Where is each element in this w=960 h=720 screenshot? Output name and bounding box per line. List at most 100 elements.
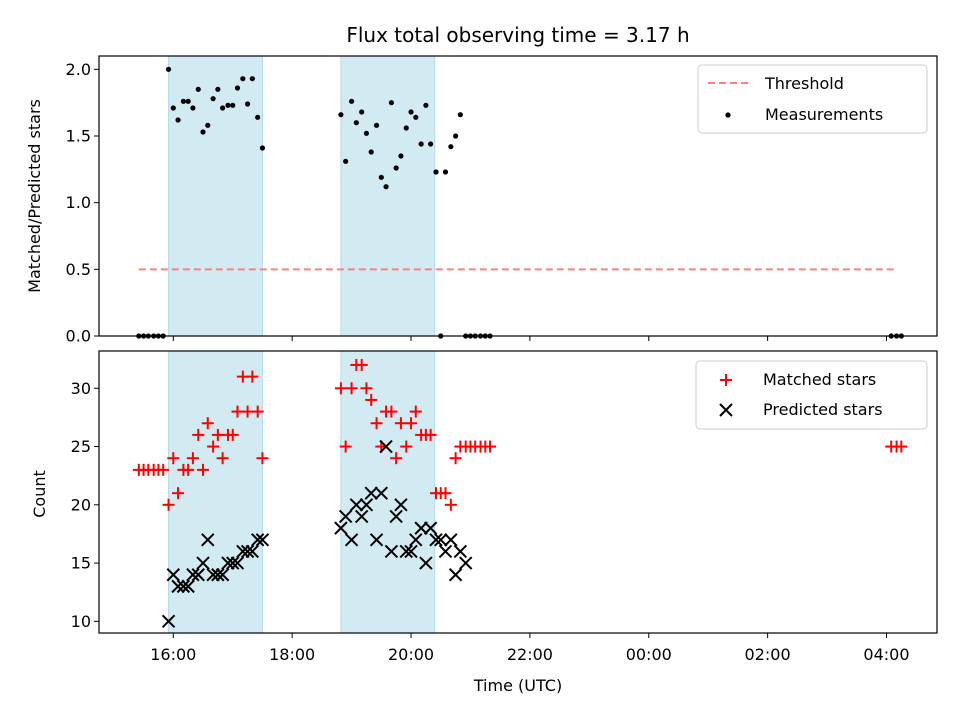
x-tick-label-1: 18:00 bbox=[269, 645, 315, 664]
predicted-star-point-7 bbox=[196, 556, 210, 570]
matched-star-point-12 bbox=[192, 428, 205, 441]
matched-star-point-56 bbox=[484, 440, 497, 453]
measurement-point-17 bbox=[220, 105, 226, 111]
matched-star-point-20 bbox=[231, 405, 244, 418]
measurement-point-23 bbox=[249, 76, 255, 82]
predicted-star-point-29 bbox=[379, 439, 393, 454]
legend-matched-swatch bbox=[720, 374, 732, 386]
matched-star-point-28 bbox=[345, 382, 358, 395]
matched-star-point-13 bbox=[197, 463, 210, 476]
predicted-star-point-26 bbox=[364, 486, 378, 500]
measurement-point-44 bbox=[428, 141, 434, 147]
measurement-point-8 bbox=[175, 117, 181, 123]
measurement-point-40 bbox=[408, 109, 414, 115]
bottom-y-tick-label-2: 20 bbox=[71, 495, 91, 514]
measurement-point-20 bbox=[234, 85, 241, 91]
predicted-star-point-6 bbox=[191, 568, 205, 582]
bottom-shaded-region-1 bbox=[340, 350, 436, 634]
measurement-point-14 bbox=[205, 122, 211, 128]
measurement-point-32 bbox=[368, 149, 374, 155]
matched-star-point-22 bbox=[241, 405, 254, 418]
matched-star-point-36 bbox=[385, 405, 398, 418]
predicted-star-point-41 bbox=[438, 544, 453, 559]
bottom-x-ticks: 16:00 18:00 20:00 22:00 00:00 02:00 04:00 bbox=[150, 633, 910, 664]
measurement-point-38 bbox=[398, 153, 404, 159]
predicted-star-point-18 bbox=[250, 533, 265, 547]
top-y-tick-label-0: 0.0 bbox=[66, 327, 91, 346]
matched-star-point-59 bbox=[895, 440, 908, 453]
measurement-point-41 bbox=[413, 114, 419, 120]
predicted-star-point-11 bbox=[215, 568, 230, 582]
bottom-y-tick-label-3: 25 bbox=[71, 437, 91, 456]
x-tick-label-4: 00:00 bbox=[626, 645, 672, 664]
predicted-star-point-0 bbox=[161, 614, 176, 629]
measurement-point-31 bbox=[363, 130, 370, 136]
matched-star-point-41 bbox=[409, 405, 422, 418]
measurement-point-36 bbox=[388, 100, 395, 106]
predicted-star-point-43 bbox=[448, 568, 463, 582]
matched-star-point-48 bbox=[444, 498, 457, 511]
measurement-point-33 bbox=[373, 122, 380, 128]
matched-star-point-19 bbox=[226, 428, 239, 441]
predicted-star-point-28 bbox=[374, 486, 389, 500]
predicted-star-point-17 bbox=[245, 544, 260, 559]
measurement-point-13 bbox=[200, 129, 206, 135]
predicted-star-point-38 bbox=[423, 521, 438, 535]
top-axes-frame bbox=[98, 55, 938, 337]
legend-threshold-label: Threshold bbox=[764, 74, 844, 93]
x-tick-label-6: 04:00 bbox=[863, 645, 909, 664]
measurement-point-26 bbox=[338, 112, 344, 118]
top-x-ticks bbox=[172, 336, 887, 341]
matched-star-point-11 bbox=[186, 452, 199, 465]
predicted-star-point-23 bbox=[349, 498, 364, 512]
measurement-point-27 bbox=[343, 158, 349, 164]
matched-star-point-16 bbox=[211, 428, 224, 441]
predicted-star-point-9 bbox=[206, 568, 220, 582]
matched-star-point-39 bbox=[400, 440, 413, 453]
predicted-star-point-16 bbox=[240, 544, 255, 559]
measurement-point-25 bbox=[259, 145, 266, 151]
measurement-point-15 bbox=[210, 96, 216, 102]
top-shaded-region-1 bbox=[340, 55, 436, 337]
matched-star-point-32 bbox=[365, 393, 378, 406]
measurement-point-21 bbox=[240, 76, 246, 82]
legend-matched-label: Matched stars bbox=[763, 370, 876, 389]
measurement-point-34 bbox=[378, 174, 384, 180]
predicted-star-point-3 bbox=[176, 579, 191, 594]
predicted-star-point-15 bbox=[236, 544, 250, 559]
measurement-point-50 bbox=[457, 112, 463, 118]
predicted-stars-points bbox=[161, 439, 473, 629]
predicted-star-point-25 bbox=[359, 498, 374, 512]
matched-star-point-38 bbox=[394, 417, 407, 430]
matched-star-point-30 bbox=[355, 358, 368, 371]
predicted-star-point-36 bbox=[414, 521, 428, 535]
predicted-star-point-40 bbox=[434, 533, 448, 547]
measurement-point-12 bbox=[195, 86, 201, 92]
matched-star-point-27 bbox=[339, 440, 352, 453]
predicted-star-point-27 bbox=[369, 533, 384, 547]
matched-star-point-31 bbox=[360, 382, 373, 395]
matched-star-point-6 bbox=[162, 498, 175, 511]
matched-star-point-23 bbox=[246, 370, 259, 383]
bottom-y-tick-label-0: 10 bbox=[71, 612, 91, 631]
matched-star-point-26 bbox=[334, 382, 347, 395]
measurement-point-39 bbox=[403, 125, 409, 131]
legend-measurements-label: Measurements bbox=[765, 105, 883, 124]
x-tick-label-2: 20:00 bbox=[388, 645, 434, 664]
predicted-star-point-2 bbox=[171, 579, 185, 594]
predicted-star-point-45 bbox=[458, 556, 473, 570]
matched-star-point-14 bbox=[201, 417, 214, 430]
predicted-star-point-4 bbox=[181, 579, 195, 594]
measurement-point-18 bbox=[225, 102, 231, 108]
matched-star-point-40 bbox=[405, 417, 418, 430]
measurement-point-43 bbox=[423, 102, 429, 108]
bottom-y-tick-label-1: 15 bbox=[71, 554, 91, 573]
predicted-star-point-35 bbox=[409, 533, 423, 547]
predicted-star-point-42 bbox=[444, 533, 458, 547]
measurement-point-47 bbox=[442, 169, 449, 175]
x-tick-label-5: 02:00 bbox=[745, 645, 791, 664]
predicted-star-point-14 bbox=[230, 556, 245, 570]
measurement-point-24 bbox=[255, 114, 261, 120]
predicted-star-point-8 bbox=[201, 533, 215, 547]
predicted-star-point-12 bbox=[221, 556, 235, 570]
